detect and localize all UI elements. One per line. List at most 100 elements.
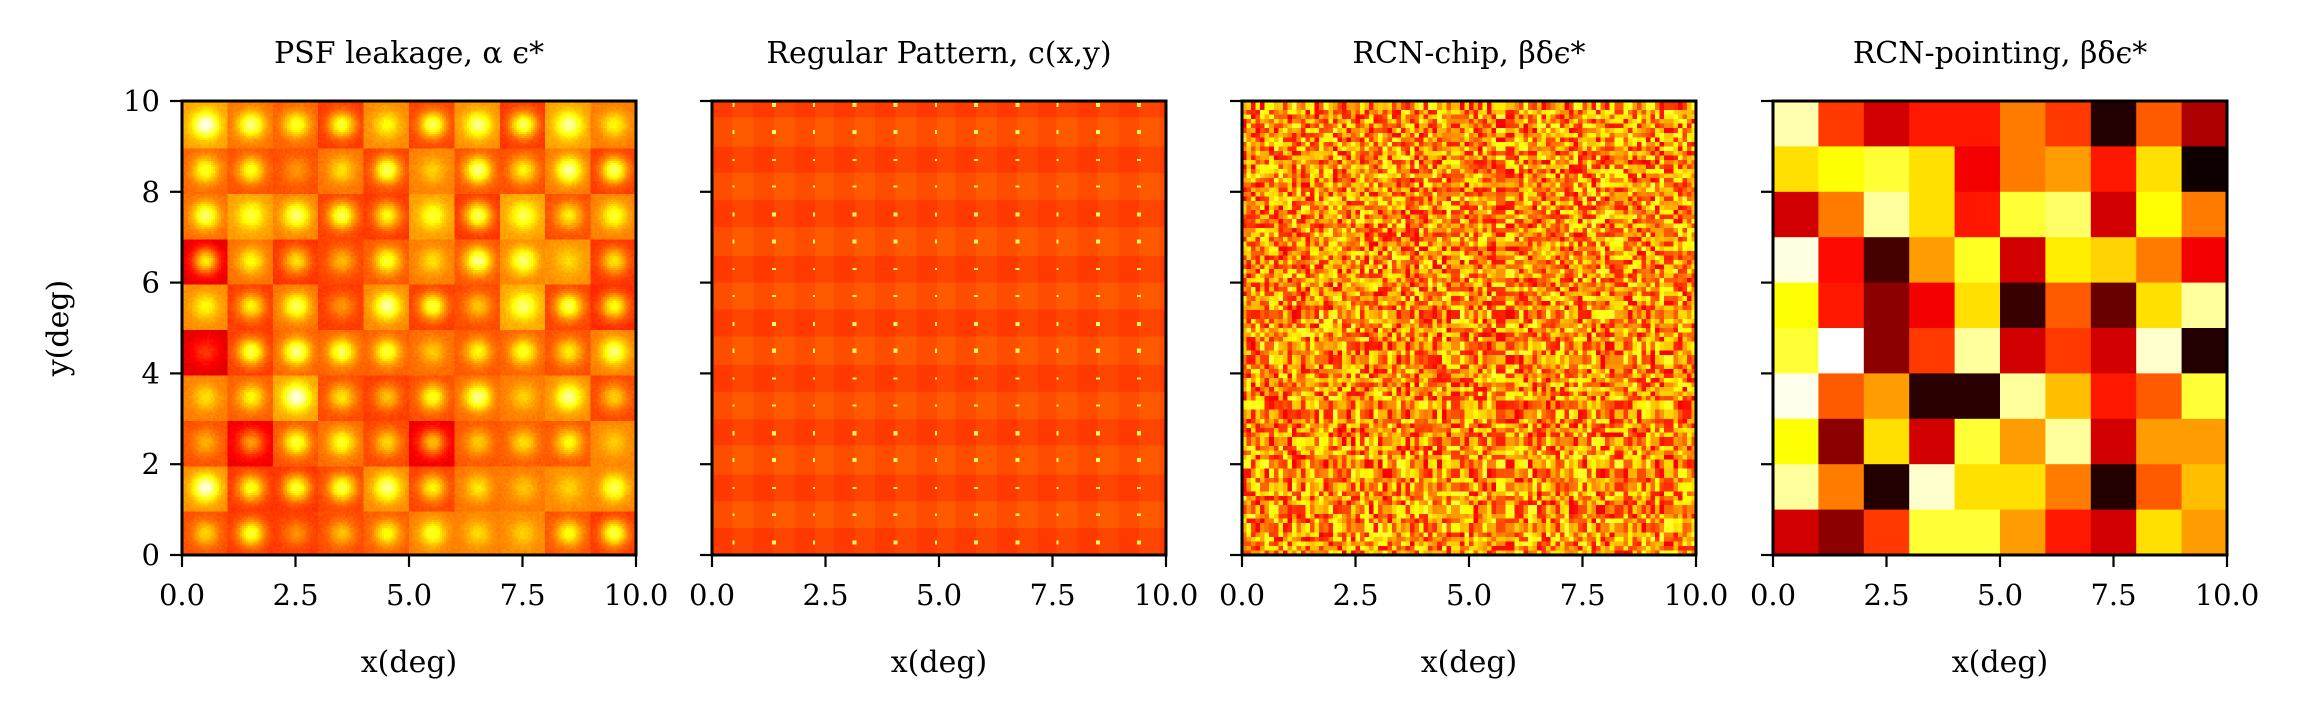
heatmap-cell: [2181, 418, 2228, 465]
x-tick-label: 7.5: [499, 578, 545, 612]
heatmap-cell: [1909, 146, 1956, 193]
heatmap-cell: [1818, 418, 1865, 465]
heatmap-cell: [2000, 146, 2046, 193]
heatmap-cell: [1818, 237, 1865, 284]
panel-title: RCN-pointing, βδϵ*: [1853, 36, 2148, 71]
heatmap-cell: [2000, 237, 2046, 284]
heatmap-cell: [2090, 464, 2137, 511]
x-tick-label: 0.0: [689, 578, 735, 612]
heatmap-image: [1242, 101, 1696, 555]
heatmap-cell: [2045, 418, 2092, 465]
panel-1: PSF leakage, α ϵ* 0.0 2.5 5.0 7.5 10.0 0 2 4 6 8 10…: [41, 36, 668, 680]
heatmap-cell: [2136, 509, 2183, 556]
heatmap-cell: [1773, 464, 1819, 511]
heatmap-cell: [2045, 191, 2092, 238]
y-axis-label: y(deg): [41, 280, 76, 378]
heatmap-cell: [2090, 282, 2137, 329]
heatmap-cell: [2136, 418, 2183, 465]
x-tick-label: 10.0: [1134, 578, 1199, 612]
heatmap-cell: [1954, 373, 2001, 420]
heatmap-cell: [1863, 418, 1910, 465]
heatmap-cell: [1909, 191, 1956, 238]
heatmap-cell: [1909, 237, 1956, 284]
heatmap-cell: [1863, 191, 1910, 238]
x-axis-label: x(deg): [1421, 645, 1518, 680]
panel-title: Regular Pattern, c(x,y): [766, 36, 1111, 71]
heatmap-cell: [2000, 282, 2046, 329]
heatmap-image: [712, 101, 1166, 555]
heatmap-cell: [1863, 328, 1910, 374]
heatmap-cell: [2000, 101, 2046, 147]
heatmap-cell: [1773, 191, 1819, 238]
panel-4: RCN-pointing, βδϵ* 0.0 2.5 5.0 7.5 10.0 x(deg): [1750, 36, 2259, 680]
x-tick-label: 5.0: [1977, 578, 2023, 612]
heatmap-cell: [2090, 146, 2137, 193]
heatmap-cell: [2045, 101, 2092, 147]
x-axis-label: x(deg): [361, 645, 458, 680]
heatmap-cell: [2136, 282, 2183, 329]
heatmap-cell: [1909, 101, 1956, 147]
heatmap-cell: [1773, 328, 1819, 374]
heatmap-cell: [1863, 282, 1910, 329]
heatmap-cell: [1863, 101, 1910, 147]
heatmap-cell: [2136, 146, 2183, 193]
heatmap-cell: [2045, 146, 2092, 193]
heatmap-cell: [2045, 328, 2092, 374]
heatmap-cell: [2136, 191, 2183, 238]
heatmap-cell: [1909, 464, 1956, 511]
heatmap-cell: [2136, 464, 2183, 511]
heatmap-cell: [2000, 464, 2046, 511]
heatmap-cell: [2181, 282, 2228, 329]
heatmap-cell: [1954, 237, 2001, 284]
heatmap-cell: [2045, 509, 2092, 556]
heatmap-cell: [1818, 328, 1865, 374]
heatmap-cell: [1909, 373, 1956, 420]
heatmap-cell: [1773, 146, 1819, 193]
heatmap-cell: [2136, 237, 2183, 284]
heatmap-cell: [1909, 509, 1956, 556]
heatmap-cell: [1954, 191, 2001, 238]
heatmap-cell: [1818, 191, 1865, 238]
heatmap-cell: [2000, 373, 2046, 420]
panel-2: Regular Pattern, c(x,y) 0.0 2.5 5.0 7.5 10.0 x…: [689, 36, 1198, 680]
x-tick-label: 5.0: [386, 578, 432, 612]
heatmap-cell: [2090, 237, 2137, 284]
heatmap-cell: [1863, 237, 1910, 284]
y-tick-label: 0: [142, 538, 160, 572]
heatmap-cell: [2181, 191, 2228, 238]
heatmap-cell: [2181, 464, 2228, 511]
x-tick-label: 10.0: [604, 578, 669, 612]
heatmap-cell: [1818, 282, 1865, 329]
heatmap-cell: [1863, 146, 1910, 193]
heatmap-cell: [2045, 282, 2092, 329]
heatmap-cell: [1773, 101, 1819, 147]
heatmap-cell: [1818, 509, 1865, 556]
heatmap-cell: [2181, 328, 2228, 374]
x-tick-label: 2.5: [802, 578, 848, 612]
heatmap-cell: [2090, 191, 2137, 238]
heatmap-cell: [1818, 101, 1865, 147]
heatmap-cell: [2090, 328, 2137, 374]
heatmap-cell: [1954, 101, 2001, 147]
heatmap-image: [182, 101, 636, 555]
x-tick-label: 10.0: [2195, 578, 2260, 612]
x-tick-label: 0.0: [1219, 578, 1265, 612]
heatmap-cell: [1954, 146, 2001, 193]
heatmap-cell: [1818, 464, 1865, 511]
heatmap-cell: [2181, 509, 2228, 556]
heatmap-cell: [2181, 146, 2228, 193]
heatmap-cell: [1773, 373, 1819, 420]
heatmap-cell: [1954, 282, 2001, 329]
heatmap-cell: [1773, 509, 1819, 556]
x-tick-label: 5.0: [1446, 578, 1492, 612]
heatmap-cell: [2045, 373, 2092, 420]
panel-title: PSF leakage, α ϵ*: [274, 36, 544, 71]
heatmap-cell: [1773, 418, 1819, 465]
y-tick-label: 6: [142, 266, 160, 300]
x-tick-label: 7.5: [1029, 578, 1075, 612]
x-tick-label: 0.0: [159, 578, 205, 612]
heatmap-cell: [2000, 509, 2046, 556]
heatmap-cell: [1909, 282, 1956, 329]
x-tick-label: 7.5: [2090, 578, 2136, 612]
